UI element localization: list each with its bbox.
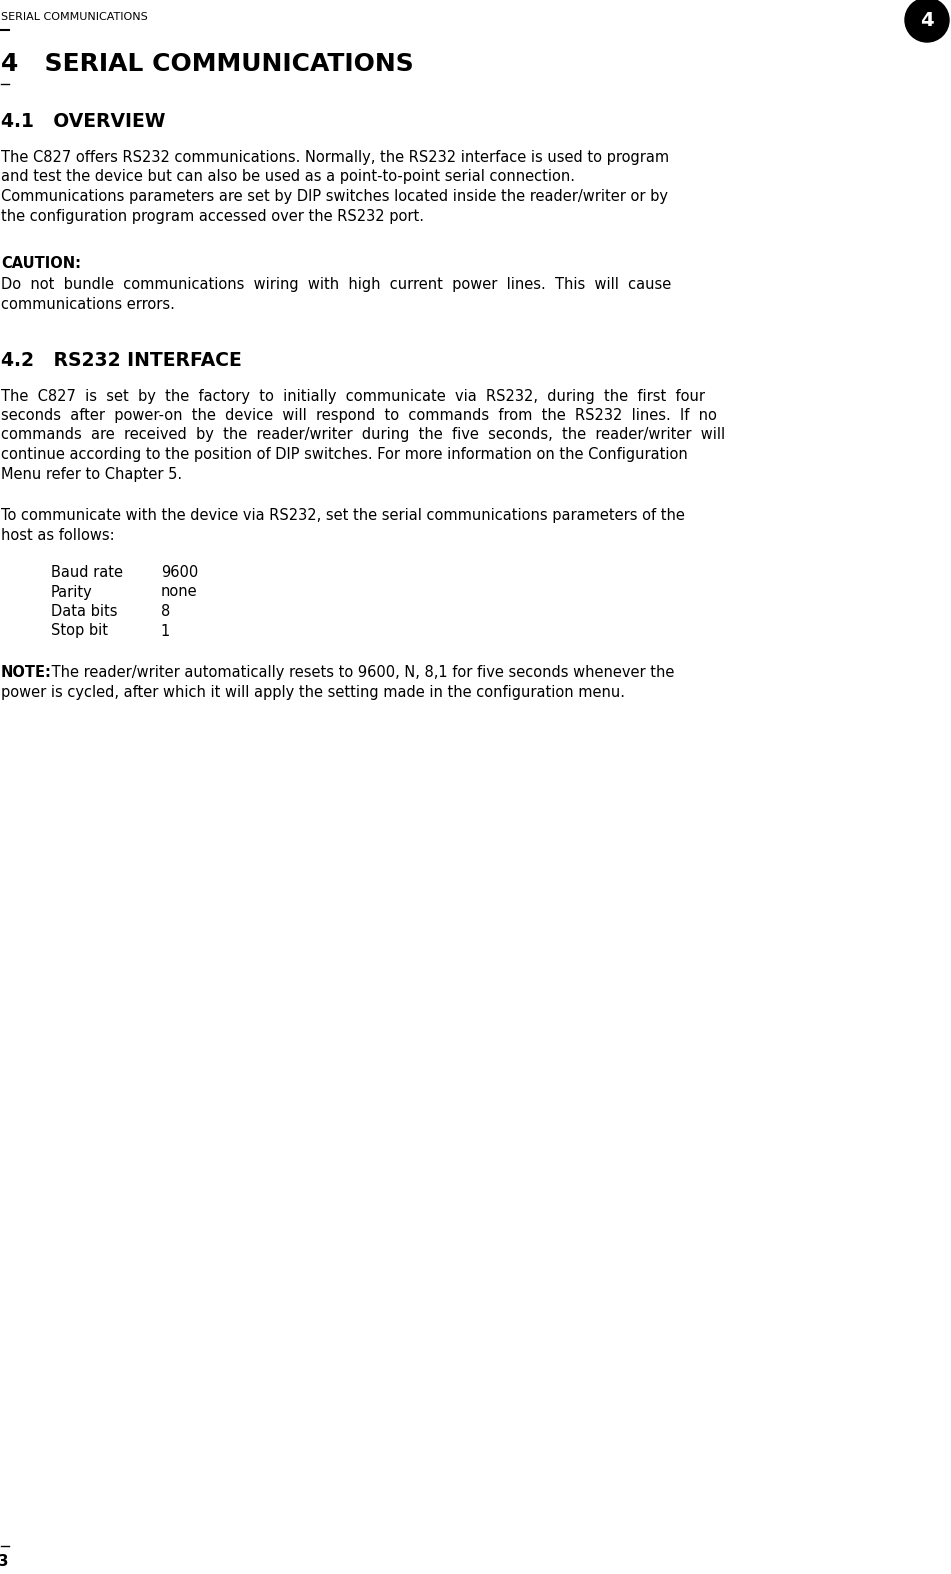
Text: 1: 1	[161, 623, 170, 639]
Text: host as follows:: host as follows:	[1, 527, 114, 543]
Text: communications errors.: communications errors.	[1, 297, 175, 312]
Text: 8: 8	[161, 604, 170, 619]
Text: Communications parameters are set by DIP switches located inside the reader/writ: Communications parameters are set by DIP…	[1, 189, 668, 205]
Text: SERIAL COMMUNICATIONS: SERIAL COMMUNICATIONS	[1, 13, 147, 22]
Text: the configuration program accessed over the RS232 port.: the configuration program accessed over …	[1, 208, 424, 224]
Text: power is cycled, after which it will apply the setting made in the configuration: power is cycled, after which it will app…	[1, 685, 625, 699]
Text: Stop bit: Stop bit	[51, 623, 107, 639]
Text: 4.2   RS232 INTERFACE: 4.2 RS232 INTERFACE	[1, 351, 242, 370]
Text: The C827 offers RS232 communications. Normally, the RS232 interface is used to p: The C827 offers RS232 communications. No…	[1, 150, 669, 165]
Text: NOTE:: NOTE:	[1, 664, 51, 680]
Text: seconds  after  power-on  the  device  will  respond  to  commands  from  the  R: seconds after power-on the device will r…	[1, 408, 717, 423]
Text: Do  not  bundle  communications  wiring  with  high  current  power  lines.  Thi: Do not bundle communications wiring with…	[1, 277, 671, 293]
Text: 4: 4	[921, 11, 934, 30]
Text: none: none	[161, 584, 198, 600]
Text: Data bits: Data bits	[51, 604, 117, 619]
Text: 4   SERIAL COMMUNICATIONS: 4 SERIAL COMMUNICATIONS	[1, 52, 414, 76]
Text: Baud rate: Baud rate	[51, 565, 123, 579]
Text: CAUTION:: CAUTION:	[1, 257, 81, 271]
Text: 4.1   OVERVIEW: 4.1 OVERVIEW	[1, 112, 165, 131]
Text: commands  are  received  by  the  reader/writer  during  the  five  seconds,  th: commands are received by the reader/writ…	[1, 428, 725, 442]
Text: continue according to the position of DIP switches. For more information on the : continue according to the position of DI…	[1, 447, 688, 463]
Text: To communicate with the device via RS232, set the serial communications paramete: To communicate with the device via RS232…	[1, 508, 685, 523]
Circle shape	[905, 0, 949, 42]
Text: Parity: Parity	[51, 584, 92, 600]
Text: and test the device but can also be used as a point-to-point serial connection.: and test the device but can also be used…	[1, 170, 575, 184]
Text: 13: 13	[0, 1554, 9, 1569]
Text: The  C827  is  set  by  the  factory  to  initially  communicate  via  RS232,  d: The C827 is set by the factory to initia…	[1, 389, 705, 403]
Text: 9600: 9600	[161, 565, 198, 579]
Text: Menu refer to Chapter 5.: Menu refer to Chapter 5.	[1, 466, 182, 482]
Text: The reader/writer automatically resets to 9600, N, 8,1 for five seconds whenever: The reader/writer automatically resets t…	[47, 664, 674, 680]
